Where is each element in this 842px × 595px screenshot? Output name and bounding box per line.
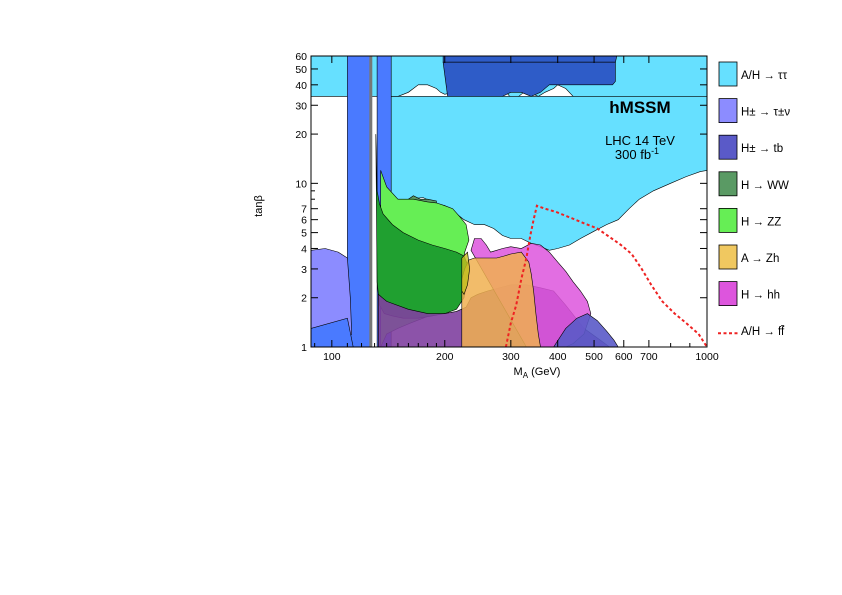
legend-entry: A/H → ττ: [718, 61, 788, 87]
legend-entry: H → ZZ: [718, 207, 781, 233]
legend-label: H± → tb: [741, 143, 783, 155]
line-AH_ff: [504, 204, 707, 347]
legend-label: H± → τ±ν: [741, 107, 790, 119]
annotation-lumi: 300 fb-1: [615, 146, 659, 162]
y-tick-label: 40: [295, 80, 307, 92]
legend-label: A/H → ff̄: [741, 325, 785, 338]
legend-label: H → hh: [741, 290, 780, 302]
x-tick-label: 1000: [695, 351, 719, 363]
legend-swatch: [718, 281, 738, 307]
y-tick-label: 5: [301, 228, 307, 240]
y-tick-label: 60: [295, 51, 307, 63]
legend-swatch: [718, 134, 738, 160]
x-tick-label: 600: [615, 351, 633, 363]
legend-label: H → WW: [741, 180, 789, 192]
region-A_Zh: [461, 251, 541, 347]
y-tick-label: 3: [301, 264, 307, 276]
y-tick-label: 50: [295, 64, 307, 76]
region-H_ZZ_yellow_patch: [461, 251, 470, 295]
legend-label: A → Zh: [741, 253, 779, 265]
legend-entry: H → WW: [718, 171, 789, 197]
x-tick-label: 500: [585, 351, 603, 363]
x-tick-label: 100: [323, 351, 341, 363]
plot-frame: [310, 55, 708, 348]
region-Hpm_taunu_lavender2: [311, 317, 354, 347]
legend: A/H → ττ H± → τ±ν H± → tb H → WW H → ZZ A → Z…: [718, 61, 790, 338]
region-Hpm_taunu_left: [347, 56, 372, 347]
annotation-energy: LHC 14 TeV: [605, 133, 675, 148]
y-tick-label: 7: [301, 204, 307, 216]
legend-swatch: [718, 207, 738, 233]
x-tick-label: 300: [502, 351, 520, 363]
region-H_hh_blue_tail: [553, 313, 619, 347]
x-axis-title: MA (GeV): [514, 366, 561, 380]
legend-entry: H± → tb: [718, 134, 783, 160]
axes: 100 200 300 400 500 600 700 1000 1 2 3 4 567 10 20 30 40…: [253, 51, 719, 380]
legend-entry: H± → τ±ν: [718, 98, 790, 123]
legend-entry: H → hh: [718, 281, 780, 307]
y-axis-title: tanβ: [253, 195, 265, 217]
y-tick-label: 2: [301, 293, 307, 305]
y-tick-label: 10: [295, 178, 307, 190]
legend-swatch: [718, 61, 738, 87]
legend-entry: A/H → ff̄: [718, 325, 785, 338]
legend-swatch: [718, 171, 738, 197]
x-tick-label: 200: [436, 351, 454, 363]
y-tick-label: 6: [301, 215, 307, 227]
y-tick-label: 30: [295, 100, 307, 112]
y-tick-label: 1: [301, 342, 307, 354]
x-tick-label: 700: [640, 351, 658, 363]
legend-entry: A → Zh: [718, 244, 779, 270]
legend-label: H → ZZ: [741, 216, 781, 228]
x-tick-label: 400: [549, 351, 567, 363]
plot-area: [311, 56, 707, 347]
annotation-title: hMSSM: [609, 98, 670, 117]
legend-swatch: [718, 244, 738, 270]
y-tick-label: 4: [301, 243, 307, 255]
legend-label: A/H → ττ: [741, 70, 788, 82]
region-Hpm_tb_top: [442, 56, 618, 63]
y-tick-label: 20: [295, 129, 307, 141]
legend-swatch: [718, 98, 738, 123]
